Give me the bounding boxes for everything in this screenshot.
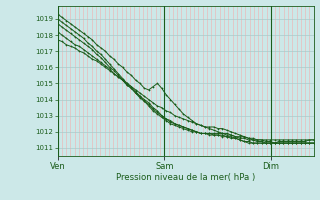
X-axis label: Pression niveau de la mer( hPa ): Pression niveau de la mer( hPa ) [116,173,255,182]
